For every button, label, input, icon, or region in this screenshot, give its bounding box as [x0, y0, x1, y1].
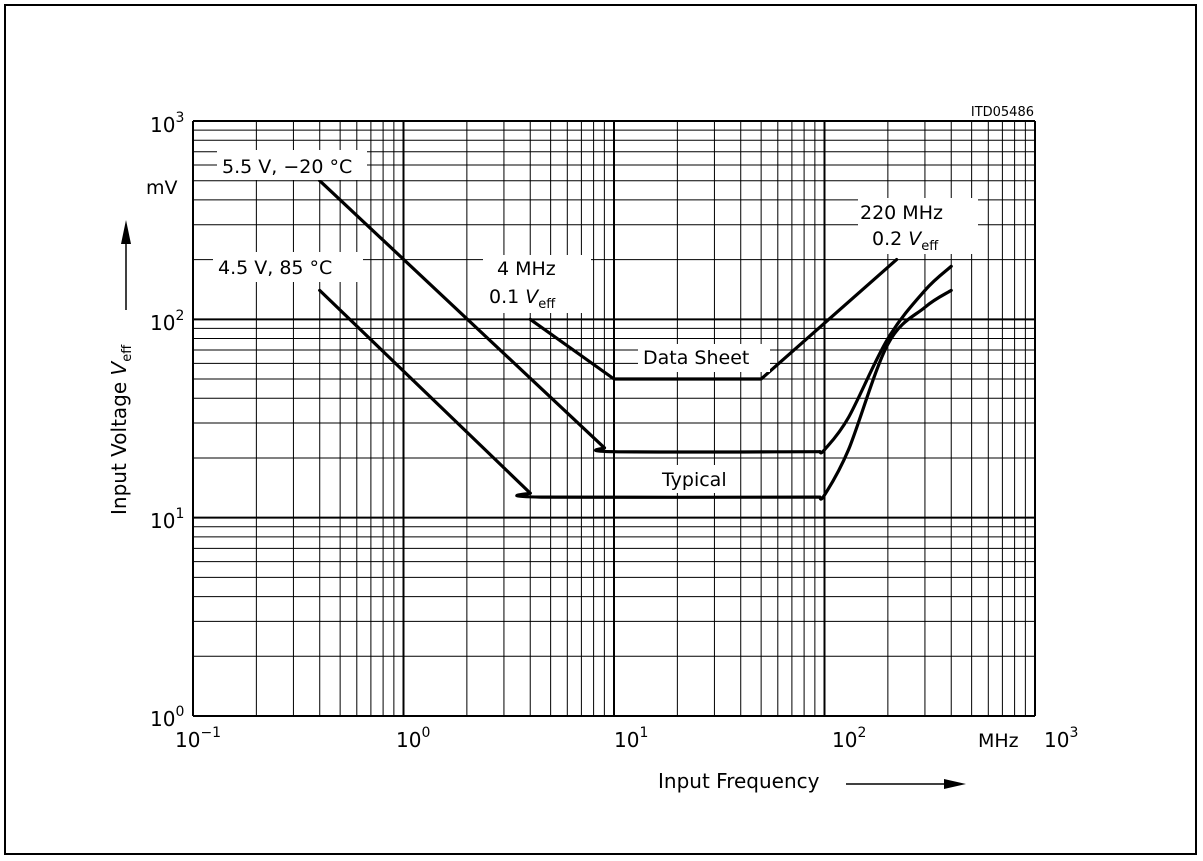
y-unit: mV: [146, 177, 178, 199]
x-tick-label-1: 100: [396, 725, 430, 752]
label-220mhz: 220 MHz 0.2 Veff: [858, 198, 978, 254]
y-axis-title: Input Voltage Veff: [107, 344, 135, 515]
x-axis-title: Input Frequency: [658, 769, 820, 793]
label-data-sheet: Data Sheet: [638, 344, 770, 372]
grid: [192, 120, 1036, 717]
y-tick-label-10: 101: [150, 506, 184, 533]
x-unit: MHz: [978, 730, 1019, 752]
label-5v5-minus20-text: 5.5 V, −20 °C: [222, 156, 352, 178]
series-4v5-85-knee: [515, 491, 822, 499]
x-tick-label-0.1: 10−1: [175, 725, 221, 752]
label-typical-text: Typical: [661, 469, 727, 491]
x-tick-label-100: 102: [832, 725, 866, 752]
label-4mhz: 4 MHz 0.1 Veff: [483, 255, 591, 313]
label-4mhz-line1: 4 MHz: [497, 258, 556, 280]
label-4v5-85: 4.5 V, 85 °C: [213, 252, 363, 282]
y-axis-arrow: [121, 220, 131, 310]
series-4v5-85-slope: [318, 288, 532, 495]
x-tick-label-10: 101: [614, 725, 648, 752]
y-tick-label-100: 102: [150, 308, 184, 335]
label-data-sheet-text: Data Sheet: [643, 347, 749, 369]
y-tick-label-1000: 103: [150, 110, 184, 137]
label-220mhz-line1: 220 MHz: [860, 202, 943, 224]
figure-frame: [4, 4, 1197, 855]
label-typical: Typical: [654, 465, 740, 493]
x-tick-label-1000: 103: [1044, 725, 1078, 752]
label-5v5-minus20: 5.5 V, −20 °C: [217, 150, 367, 180]
series-5v5-minus20-slope: [318, 179, 606, 450]
label-220mhz-line2: 0.2 Veff: [872, 228, 939, 254]
series-data-sheet: [528, 258, 899, 381]
label-4v5-85-text: 4.5 V, 85 °C: [218, 257, 332, 279]
figure-id: ITD05486: [971, 105, 1034, 120]
series-4v5-85-rise: [818, 288, 953, 501]
label-4mhz-line2: 0.1 Veff: [489, 286, 556, 312]
series-5v5-minus20-rise: [818, 264, 953, 455]
series-5v5-minus20-knee: [594, 446, 822, 454]
y-tick-label-1: 100: [150, 704, 184, 731]
x-axis-arrow: [846, 779, 966, 789]
curves: [318, 179, 953, 501]
